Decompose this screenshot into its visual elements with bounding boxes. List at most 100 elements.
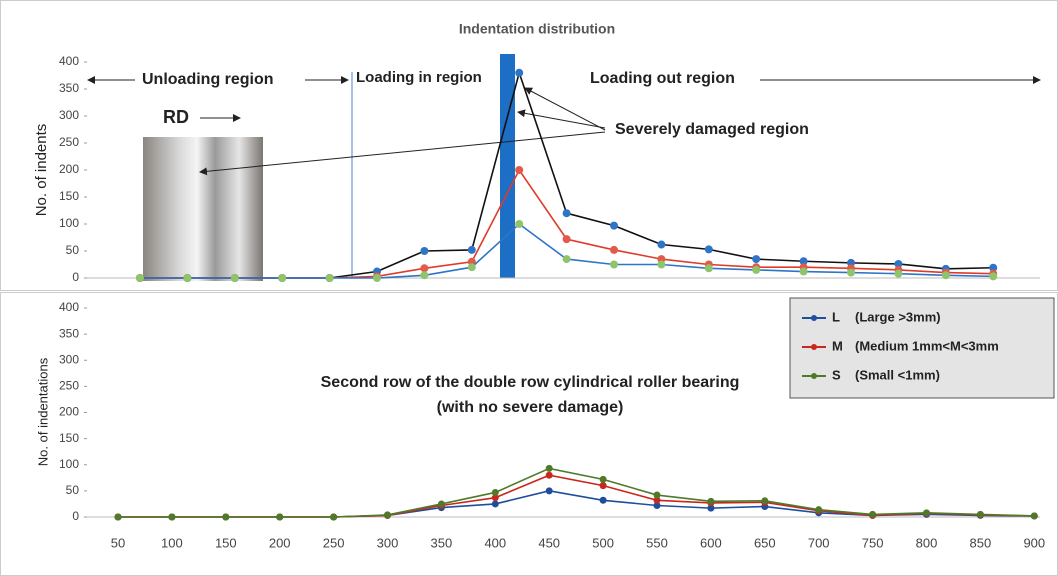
data-point	[869, 510, 877, 518]
data-point	[653, 491, 661, 499]
y-axis-label: No. of indentations	[35, 357, 50, 466]
data-point	[799, 257, 808, 266]
y-tick-label: 50	[66, 483, 80, 497]
data-point	[168, 513, 176, 521]
data-point	[704, 245, 713, 254]
x-tick-label: 850	[970, 535, 992, 550]
data-point	[562, 209, 571, 218]
y-tick-label: 150	[59, 431, 79, 445]
data-point	[545, 471, 553, 479]
data-point	[373, 274, 381, 282]
data-point	[562, 235, 571, 244]
y-tick-label: 250	[59, 379, 79, 393]
y-tick-label: 0	[72, 270, 79, 284]
data-point	[989, 263, 998, 272]
data-point	[222, 513, 230, 521]
data-point	[610, 260, 618, 269]
y-tick-label: 350	[59, 326, 79, 340]
data-point	[704, 264, 713, 273]
y-tick-label: 400	[59, 54, 79, 68]
y-tick-label: 100	[59, 216, 79, 230]
data-point	[384, 511, 391, 519]
data-point	[136, 274, 144, 282]
data-point	[114, 513, 122, 521]
legend-swatch	[811, 315, 817, 321]
data-point	[976, 510, 984, 518]
data-point	[657, 240, 666, 249]
data-point	[420, 264, 429, 273]
x-tick-label: 200	[269, 535, 291, 550]
data-point	[894, 269, 903, 278]
data-point	[183, 274, 192, 282]
data-point	[752, 255, 761, 264]
data-point	[707, 504, 715, 512]
legend-label: L	[832, 309, 840, 324]
legend-swatch	[811, 344, 817, 350]
legend	[789, 297, 1055, 399]
legend-label: (Small <1mm)	[855, 367, 940, 382]
data-point	[278, 274, 287, 282]
annotation: (with no severe damage)	[437, 399, 624, 416]
data-point	[1030, 512, 1038, 520]
data-point	[599, 482, 607, 490]
annotation: Second row of the double row cylindrical…	[321, 374, 740, 391]
x-tick-label: 250	[323, 535, 345, 550]
data-point	[562, 255, 571, 264]
y-tick-label: 300	[59, 352, 79, 366]
y-tick-label: 300	[59, 108, 79, 122]
legend-label: (Large >3mm)	[855, 309, 941, 324]
annotation: Loading in region	[356, 69, 482, 86]
annotation: RD	[163, 107, 189, 127]
y-tick-label: 150	[59, 189, 79, 203]
chart-title: Indentation distribution	[459, 21, 615, 37]
data-point	[491, 500, 499, 508]
data-point	[491, 494, 499, 502]
x-tick-label: 300	[377, 535, 399, 550]
data-point	[599, 496, 607, 504]
data-point	[467, 245, 476, 254]
data-point	[515, 166, 524, 174]
data-point	[610, 221, 618, 230]
x-tick-label: 600	[700, 535, 722, 550]
data-point	[989, 272, 998, 281]
data-point	[515, 220, 524, 228]
data-point	[420, 247, 429, 255]
data-point	[815, 506, 823, 514]
data-point	[325, 274, 334, 282]
y-tick-label: 0	[72, 509, 79, 523]
data-point	[610, 245, 618, 254]
x-tick-label: 700	[808, 535, 830, 550]
data-point	[599, 475, 607, 483]
x-tick-label: 500	[592, 535, 614, 550]
data-point	[230, 274, 239, 282]
legend-label: M	[832, 338, 843, 353]
series-line	[118, 467, 1035, 518]
y-axis-label: No. of indents	[33, 124, 50, 217]
x-tick-label: 900	[1023, 535, 1045, 550]
x-tick-label: 100	[161, 535, 183, 550]
data-point	[545, 487, 553, 495]
legend-label: (Medium 1mm<M<3mm	[855, 338, 999, 353]
y-tick-label: 350	[59, 81, 79, 95]
data-point	[761, 497, 769, 505]
x-tick-label: 750	[862, 535, 884, 550]
x-tick-label: 550	[646, 535, 668, 550]
data-point	[941, 271, 950, 280]
data-point	[545, 464, 553, 472]
data-point	[276, 513, 284, 521]
y-tick-label: 100	[59, 457, 79, 471]
data-point	[894, 259, 903, 268]
legend-label: S	[832, 367, 841, 382]
data-point	[491, 488, 499, 496]
photo	[143, 137, 263, 281]
data-point	[420, 271, 429, 280]
annotation: Loading out region	[590, 70, 735, 87]
x-tick-label: 450	[538, 535, 560, 550]
arrow	[524, 87, 606, 131]
data-point	[330, 513, 338, 521]
y-tick-label: 400	[59, 300, 79, 314]
annotation: Severely damaged region	[615, 121, 809, 138]
x-tick-label: 400	[484, 535, 506, 550]
